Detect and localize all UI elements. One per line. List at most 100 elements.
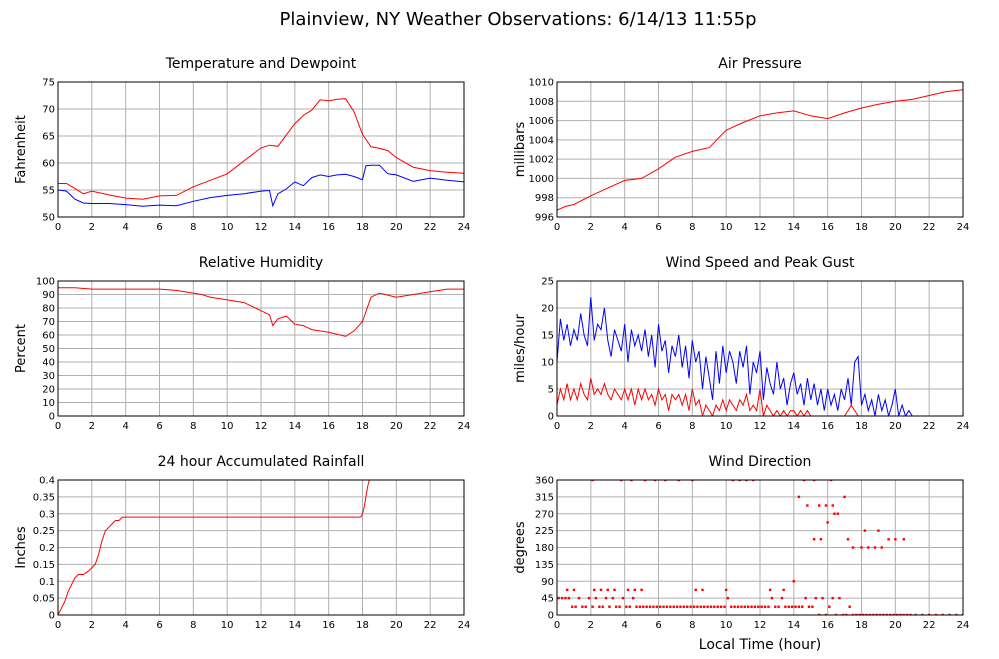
relative-humidity-series-line-1: [58, 287, 464, 337]
wind-direction-point: [824, 613, 828, 615]
wind-direction-y-tick-label: 0: [548, 611, 554, 622]
wind-direction-point: [567, 596, 571, 600]
air-pressure-y-tick-label: 996: [535, 213, 554, 224]
wind-direction-point: [743, 605, 746, 608]
accumulated-rainfall-frame: [57, 479, 465, 616]
wind-direction-point: [752, 480, 755, 482]
temperature-dewpoint-x-tick-label: 22: [424, 222, 437, 233]
wind-direction-point: [807, 605, 811, 608]
air-pressure-series-line-1: [557, 89, 963, 211]
wind-direction-point: [723, 605, 726, 608]
wind-direction-y-tick-label: 360: [535, 476, 554, 487]
wind-direction-point: [780, 596, 784, 600]
temperature-dewpoint-y-tick-label: 50: [42, 213, 55, 224]
wind-direction-point: [638, 605, 642, 608]
wind-direction-point: [889, 613, 892, 615]
wind-direction-point: [867, 546, 870, 549]
wind-direction-x-tick-label: 18: [855, 620, 868, 631]
accumulated-rainfall-x-tick-label: 20: [390, 620, 403, 631]
wind-speed-gust-y-tick-label: 5: [548, 385, 554, 396]
wind-direction-point: [604, 596, 608, 600]
wind-direction-point: [591, 605, 594, 608]
wind-direction-point: [655, 605, 659, 608]
temperature-dewpoint-x-tick-label: 0: [55, 222, 61, 233]
temperature-dewpoint-x-tick-label: 2: [89, 222, 95, 233]
accumulated-rainfall-series-line-1: [58, 480, 370, 615]
wind-direction-frame: [556, 479, 964, 616]
wind-direction-point: [733, 605, 736, 608]
air-pressure-x-tick-label: 22: [923, 222, 936, 233]
wind-direction-point: [669, 605, 672, 608]
air-pressure-y-tick-label: 1006: [529, 116, 554, 127]
page-title: Plainview, NY Weather Observations: 6/14…: [279, 9, 756, 30]
wind-direction-point: [601, 605, 604, 608]
relative-humidity-y-tick-label: 10: [42, 398, 55, 409]
wind-direction-point: [829, 480, 833, 482]
air-pressure-y-tick-label: 1010: [529, 78, 554, 89]
wind-direction-x-tick-label: 14: [787, 620, 800, 631]
temperature-dewpoint-x-tick-label: 24: [458, 222, 471, 233]
wind-direction-title: Wind Direction: [709, 454, 812, 470]
relative-humidity-x-tick-label: 12: [255, 421, 268, 432]
wind-direction-point: [626, 588, 630, 592]
accumulated-rainfall-y-tick-label: 0.2: [39, 543, 55, 554]
wind-direction-point: [618, 605, 621, 608]
accumulated-rainfall-x-tick-label: 10: [221, 620, 234, 631]
wind-direction-x-tick-label: 6: [655, 620, 661, 631]
accumulated-rainfall-y-tick-label: 0.3: [39, 509, 55, 520]
wind-direction-point: [593, 588, 596, 592]
air-pressure-y-tick-label: 1008: [529, 97, 554, 108]
wind-direction-point: [833, 512, 836, 515]
wind-direction-point: [831, 596, 834, 600]
wind-direction-point: [665, 605, 669, 608]
wind-speed-gust-y-axis-label: miles/hour: [513, 313, 528, 382]
temperature-dewpoint-x-tick-label: 4: [122, 222, 128, 233]
wind-direction-point: [750, 605, 753, 608]
wind-direction-point: [731, 480, 735, 482]
accumulated-rainfall-x-tick-label: 6: [156, 620, 162, 631]
temperature-dewpoint-y-tick-label: 55: [42, 186, 55, 197]
accumulated-rainfall-x-tick-label: 22: [424, 620, 437, 631]
air-pressure-x-tick-label: 4: [621, 222, 627, 233]
relative-humidity-title: Relative Humidity: [199, 255, 323, 271]
temperature-dewpoint-title: Temperature and Dewpoint: [165, 56, 357, 72]
wind-direction-point: [753, 605, 757, 608]
accumulated-rainfall-x-tick-label: 14: [288, 620, 301, 631]
wind-direction-point: [653, 480, 657, 482]
wind-direction-point: [760, 605, 763, 608]
wind-direction-x-tick-label: 0: [554, 620, 560, 631]
temperature-dewpoint-x-tick-label: 8: [190, 222, 196, 233]
wind-direction-point: [635, 605, 638, 608]
wind-direction-point: [927, 613, 931, 615]
accumulated-rainfall-y-tick-label: 0.1: [39, 577, 55, 588]
wind-direction-point: [851, 613, 855, 615]
accumulated-rainfall-x-tick-label: 16: [322, 620, 335, 631]
temperature-dewpoint-y-tick-label: 60: [42, 159, 55, 170]
wind-direction-point: [724, 588, 728, 592]
wind-direction-point: [696, 605, 699, 608]
wind-direction-point: [745, 480, 748, 482]
air-pressure-x-tick-label: 6: [655, 222, 661, 233]
wind-direction-point: [894, 538, 897, 541]
wind-direction-point: [642, 605, 645, 608]
accumulated-rainfall-x-tick-label: 4: [122, 620, 128, 631]
wind-direction-plot-area: [557, 480, 963, 615]
wind-speed-gust-x-tick-label: 4: [621, 421, 627, 432]
relative-humidity-y-tick-label: 90: [42, 290, 55, 301]
relative-humidity-x-tick-label: 16: [322, 421, 335, 432]
wind-direction-point: [865, 613, 868, 615]
wind-direction-point: [909, 613, 912, 615]
wind-direction-point: [885, 613, 889, 615]
air-pressure-x-tick-label: 8: [689, 222, 695, 233]
wind-direction-point: [557, 596, 560, 600]
wind-direction-point: [899, 613, 902, 615]
wind-direction-point: [921, 613, 924, 615]
wind-speed-gust-x-tick-label: 14: [787, 421, 800, 432]
wind-direction-point: [887, 538, 890, 541]
wind-direction-point: [615, 605, 618, 608]
wind-direction-x-tick-label: 20: [889, 620, 902, 631]
wind-speed-gust-y-tick-label: 15: [541, 331, 554, 342]
temperature-dewpoint-series-line-2: [58, 164, 464, 208]
